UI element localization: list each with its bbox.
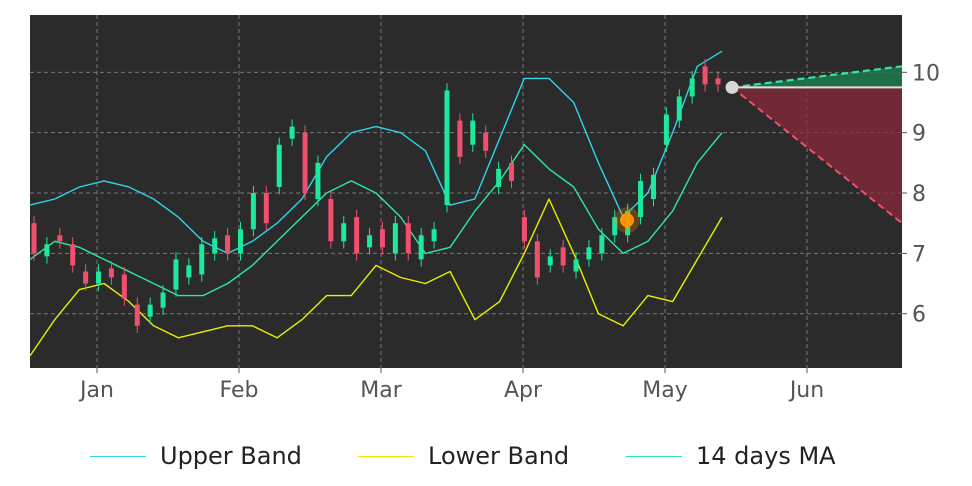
candle-body — [96, 271, 102, 284]
candle-body — [328, 199, 334, 242]
legend-swatch-upper — [90, 455, 146, 457]
candle-body — [573, 259, 579, 272]
candle-body — [212, 238, 218, 254]
candle-body — [599, 235, 605, 254]
candle-body — [70, 244, 76, 266]
projection — [731, 65, 903, 224]
candle-body — [521, 217, 527, 242]
x-axis: Jan Feb Mar Apr May Jun — [78, 368, 824, 403]
x-tick-label: Apr — [504, 378, 543, 403]
y-tick-label: 8 — [912, 182, 926, 207]
candle-body — [31, 223, 37, 254]
legend-label-lower: Lower Band — [428, 442, 570, 470]
candle-body — [379, 229, 385, 248]
candle-body — [289, 126, 295, 139]
candle-body — [57, 235, 63, 242]
legend-swatch-ma — [626, 455, 682, 457]
legend-swatch-lower — [358, 455, 414, 457]
x-tick-label: Feb — [220, 378, 259, 403]
candle-body — [586, 247, 592, 260]
lower-band-line — [29, 198, 723, 357]
projection-down-area — [732, 87, 902, 224]
candle-body — [121, 274, 127, 299]
candle-body — [470, 120, 476, 145]
y-axis: 6 7 8 9 10 — [902, 61, 940, 328]
candle-body — [44, 244, 50, 257]
candle-body — [676, 96, 682, 121]
projection-up-area — [732, 66, 902, 88]
candle-body — [354, 217, 360, 254]
candle-body — [457, 120, 463, 157]
x-tick-label: Jan — [78, 378, 114, 403]
candle-body — [147, 304, 153, 317]
candle-body — [186, 265, 192, 278]
candles — [31, 59, 721, 334]
x-tick-label: Jun — [788, 378, 824, 403]
candle-body — [638, 180, 644, 218]
candle-body — [444, 90, 450, 206]
upper-band-line — [29, 50, 723, 255]
x-tick-label: May — [642, 378, 687, 403]
candle-body — [302, 132, 308, 194]
current-price-marker — [725, 80, 739, 94]
bollinger-chart: Jan Feb Mar Apr May Jun 6 7 8 9 10 — [29, 15, 940, 403]
candle-body — [134, 304, 140, 326]
candle-body — [560, 247, 566, 266]
markers — [614, 80, 739, 234]
grid — [30, 15, 902, 368]
candle-body — [612, 217, 618, 236]
candle-body — [263, 193, 269, 224]
x-tick-label: Mar — [360, 378, 402, 403]
y-tick-label: 7 — [912, 242, 926, 267]
candle-body — [199, 244, 205, 275]
candle-body — [405, 223, 411, 254]
candle-body — [392, 223, 398, 254]
candle-body — [173, 259, 179, 290]
candle-body — [483, 132, 489, 151]
candle-body — [534, 241, 540, 278]
legend-label-upper: Upper Band — [160, 442, 302, 470]
candle-body — [650, 174, 656, 200]
legend-item-upper-band: Upper Band — [90, 436, 302, 476]
legend: Upper Band Lower Band 14 days MA — [0, 436, 972, 476]
projection-up-line — [731, 65, 903, 89]
candle-body — [702, 66, 708, 85]
legend-label-ma: 14 days MA — [696, 442, 836, 470]
candle-body — [496, 168, 502, 187]
candle-body — [547, 256, 553, 266]
candle-body — [160, 292, 166, 308]
bands — [29, 50, 723, 357]
candle-body — [83, 271, 89, 284]
candle-body — [225, 235, 231, 254]
candle-body — [663, 114, 669, 145]
candle-body — [367, 235, 373, 248]
candle-body — [237, 229, 243, 254]
candle-body — [418, 235, 424, 260]
legend-item-ma: 14 days MA — [626, 436, 836, 476]
candle-body — [689, 78, 695, 97]
signal-marker — [620, 213, 634, 228]
candle-body — [509, 162, 515, 181]
y-tick-label: 6 — [912, 303, 926, 328]
candle-body — [250, 193, 256, 230]
plot-background — [30, 15, 902, 368]
ma-line — [29, 132, 723, 297]
candle-body — [315, 162, 321, 200]
y-tick-label: 10 — [912, 61, 940, 86]
candle-body — [341, 223, 347, 242]
projection-down-line — [731, 86, 903, 224]
candle-body — [108, 268, 114, 278]
y-tick-label: 9 — [912, 122, 926, 147]
candle-body — [715, 78, 721, 85]
candle-body — [431, 229, 437, 242]
legend-item-lower-band: Lower Band — [358, 436, 569, 476]
candle-body — [276, 144, 282, 187]
